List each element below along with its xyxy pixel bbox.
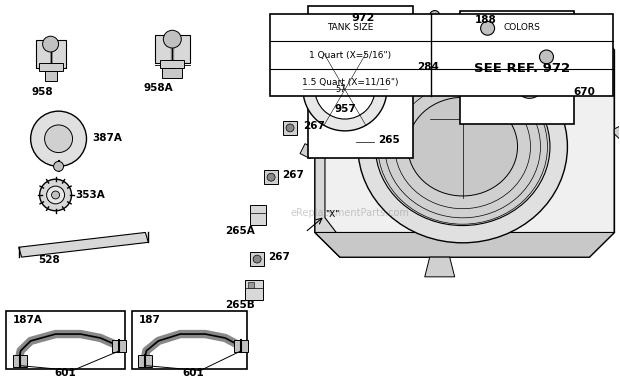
Text: 265A: 265A: [225, 226, 255, 236]
Text: eReplacementParts.com: eReplacementParts.com: [291, 208, 409, 218]
Text: 972: 972: [351, 13, 374, 22]
Text: 265B: 265B: [225, 299, 255, 310]
Polygon shape: [315, 21, 614, 257]
Circle shape: [410, 25, 420, 35]
Bar: [250, 205, 266, 225]
Polygon shape: [315, 50, 340, 257]
Circle shape: [516, 71, 544, 98]
Bar: [38, 63, 63, 71]
Bar: [45, 71, 56, 81]
Circle shape: [46, 186, 64, 204]
Bar: [234, 340, 248, 352]
Text: 187: 187: [138, 315, 160, 325]
Circle shape: [286, 124, 294, 132]
Polygon shape: [315, 233, 614, 257]
Circle shape: [30, 111, 87, 166]
Circle shape: [405, 21, 425, 40]
Bar: [459, 11, 574, 124]
Polygon shape: [19, 233, 148, 257]
Circle shape: [303, 48, 387, 131]
Text: 958A: 958A: [143, 82, 173, 93]
Ellipse shape: [388, 21, 442, 40]
Circle shape: [267, 173, 275, 181]
Bar: [356, 134, 374, 155]
Bar: [161, 60, 184, 68]
Text: 267: 267: [282, 170, 304, 180]
Text: 601: 601: [55, 367, 76, 378]
Text: 958: 958: [32, 87, 53, 98]
Text: "X": "X": [325, 210, 339, 219]
Circle shape: [315, 60, 375, 119]
Bar: [264, 170, 278, 184]
Text: COLORS: COLORS: [503, 23, 541, 32]
Bar: [35, 40, 66, 68]
Circle shape: [523, 78, 536, 92]
Circle shape: [580, 31, 598, 49]
Circle shape: [585, 35, 595, 45]
Text: 1 Quart (X=5/16"): 1 Quart (X=5/16"): [309, 51, 392, 60]
Text: 601: 601: [182, 367, 204, 378]
Text: TANK SIZE: TANK SIZE: [327, 23, 374, 32]
Circle shape: [253, 255, 261, 263]
Bar: [162, 68, 182, 78]
Text: 670: 670: [574, 87, 595, 98]
Circle shape: [430, 11, 440, 21]
Bar: [270, 14, 613, 96]
Bar: [138, 355, 153, 367]
Circle shape: [43, 36, 58, 52]
Circle shape: [40, 179, 71, 211]
Text: 1.5 Quart (X=11/16"): 1.5 Quart (X=11/16"): [302, 78, 399, 87]
Polygon shape: [614, 124, 620, 139]
Ellipse shape: [388, 25, 442, 55]
Circle shape: [582, 65, 596, 79]
Text: 188: 188: [475, 16, 497, 25]
Bar: [283, 121, 297, 135]
Bar: [248, 282, 254, 288]
Bar: [250, 252, 264, 266]
Circle shape: [51, 191, 60, 199]
Text: 267: 267: [268, 252, 290, 262]
Text: 353A: 353A: [76, 190, 105, 200]
Text: 284: 284: [417, 62, 439, 72]
Polygon shape: [300, 144, 315, 158]
Circle shape: [577, 60, 601, 84]
Circle shape: [163, 30, 181, 48]
Bar: [133, 311, 247, 369]
Text: 387A: 387A: [92, 133, 122, 143]
Text: 265: 265: [378, 135, 400, 145]
Bar: [245, 280, 263, 299]
Bar: [156, 35, 190, 63]
Bar: [112, 340, 126, 352]
Text: 57: 57: [335, 84, 345, 93]
Circle shape: [45, 125, 73, 153]
Bar: [308, 6, 413, 158]
Text: 957: 957: [334, 104, 356, 114]
Circle shape: [53, 162, 64, 171]
Bar: [12, 355, 27, 367]
Ellipse shape: [408, 97, 518, 196]
Bar: [388, 30, 441, 60]
Text: 187A: 187A: [12, 315, 43, 325]
Bar: [430, 40, 440, 48]
Text: 267: 267: [303, 121, 325, 131]
Text: 528: 528: [38, 255, 60, 265]
Circle shape: [480, 21, 495, 35]
Bar: [6, 311, 125, 369]
Text: SEE REF. 972: SEE REF. 972: [474, 62, 570, 75]
Ellipse shape: [375, 68, 550, 226]
Ellipse shape: [358, 51, 567, 243]
Circle shape: [539, 50, 554, 64]
Polygon shape: [425, 257, 454, 277]
